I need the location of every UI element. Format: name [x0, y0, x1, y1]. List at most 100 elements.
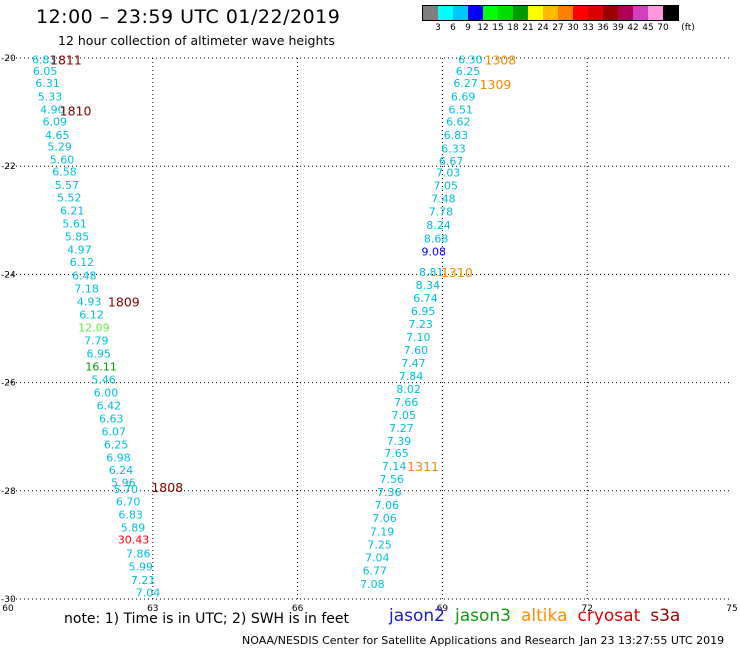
wave-height-point: 6.25: [456, 65, 481, 78]
wave-height-point: 5.60: [50, 154, 75, 167]
wave-height-point: 5.52: [57, 192, 82, 205]
wave-height-point: 16.11: [85, 360, 117, 373]
wave-height-point: 7.27: [389, 422, 414, 435]
color-scale-tick: 24: [537, 23, 549, 33]
wave-height-point: 7.05: [434, 180, 459, 193]
wave-height-point: 5.61: [62, 218, 87, 231]
credit-line: NOAA/NESDIS Center for Satellite Applica…: [242, 634, 576, 647]
wave-height-point: 6.27: [453, 77, 478, 90]
generated-timestamp: Jan 23 13:27:55 UTC 2019: [580, 634, 725, 647]
wave-height-point: 4.65: [45, 129, 70, 142]
wave-height-point: 6.83: [32, 54, 57, 67]
legend-item-s3a: s3a: [650, 606, 681, 626]
wave-height-point: 6.62: [446, 115, 471, 128]
wave-height-point: 6.58: [52, 166, 77, 179]
color-scale-tick: 15: [492, 23, 504, 33]
wave-height-point: 5.33: [38, 90, 63, 103]
color-swatch: [483, 6, 498, 20]
wave-height-point: 6.63: [99, 412, 124, 425]
y-tick-label: -22: [1, 162, 16, 172]
color-scale-tick: 9: [465, 23, 471, 33]
color-swatch: [498, 6, 513, 20]
wave-height-point: 6.21: [60, 205, 85, 218]
legend-item-cryosat: cryosat: [577, 606, 641, 626]
color-swatch: [663, 6, 678, 20]
wave-height-point: 5.99: [128, 561, 153, 574]
color-swatch: [438, 6, 453, 20]
wave-height-point: 8.02: [396, 383, 421, 396]
page-subtitle: 12 hour collection of altimeter wave hei…: [58, 33, 335, 48]
wave-height-point: 6.98: [106, 451, 131, 464]
pass-time-label: 1309: [480, 77, 512, 92]
color-swatch: [633, 6, 648, 20]
color-scale-tick: 33: [582, 23, 594, 33]
wave-height-point: 7.06: [375, 499, 400, 512]
color-scale-tick: 30: [567, 23, 579, 33]
wave-height-point: 5.85: [65, 231, 90, 244]
wave-height-point: 5.46: [91, 373, 116, 386]
pass-time-label: 1809: [108, 294, 140, 309]
color-swatch: [573, 6, 588, 20]
wave-height-point: 7.25: [367, 538, 392, 551]
x-tick-label: 75: [726, 604, 737, 614]
wave-height-point: 8.24: [426, 219, 451, 232]
x-tick-label: 60: [2, 604, 14, 614]
y-tick-label: -26: [1, 379, 16, 389]
satellite-legend: jason2 jason3 altika cryosat s3a: [389, 606, 690, 626]
wave-height-point: 6.25: [104, 438, 129, 451]
pass-time-label: 1310: [441, 265, 473, 280]
y-tick-label: -24: [1, 270, 16, 280]
wave-height-point: 7.66: [394, 396, 419, 409]
wave-height-point: 5.57: [55, 179, 80, 192]
pass-time-label: 1311: [407, 459, 439, 474]
wave-height-point: 5.70: [114, 483, 139, 496]
wave-height-point: 7.19: [370, 525, 395, 538]
color-scale-tick: 21: [522, 23, 534, 33]
wave-height-point: 7.14: [382, 460, 407, 473]
x-tick-label: 69: [437, 604, 449, 614]
color-scale-tick: 27: [552, 23, 564, 33]
footer-note: note: 1) Time is in UTC; 2) SWH is in fe…: [64, 611, 350, 627]
wave-height-point: 6.05: [33, 65, 58, 78]
wave-height-point: 6.42: [97, 399, 122, 412]
wave-height-point: 6.48: [72, 269, 97, 282]
color-swatch: [588, 6, 603, 20]
wave-height-point: 7.56: [379, 473, 404, 486]
x-tick-label: 66: [292, 604, 304, 614]
color-scale-tick: 70: [657, 23, 669, 33]
color-scale-tick: 45: [642, 23, 654, 33]
legend-item-jason2: jason2: [389, 606, 445, 626]
wave-height-point: 6.83: [444, 129, 469, 142]
wave-height-point: 6.07: [101, 425, 126, 438]
wave-height-point: 6.70: [116, 496, 141, 509]
wave-height-point: 7.04: [136, 587, 161, 600]
legend-item-jason3: jason3: [455, 606, 511, 626]
wave-height-point: 7.48: [431, 193, 456, 206]
wave-height-point: 5.29: [47, 141, 72, 154]
wave-height-point: 6.00: [94, 386, 119, 399]
wave-height-point: 7.23: [408, 318, 433, 331]
wave-height-point: 6.95: [411, 305, 436, 318]
color-scale-tick: 36: [597, 23, 609, 33]
color-swatch: [543, 6, 558, 20]
wave-height-point: 7.78: [429, 206, 454, 219]
wave-height-point: 4.90: [40, 103, 65, 116]
wave-height-point: 8.34: [416, 279, 441, 292]
pass-time-label: 1811: [50, 53, 82, 68]
color-swatch: [603, 6, 618, 20]
color-scale-swatches: [422, 5, 679, 21]
wave-height-point: 6.77: [363, 564, 388, 577]
wave-height-point: 7.79: [84, 334, 109, 347]
x-tick-label: 63: [147, 604, 158, 614]
wave-height-point: 7.08: [360, 578, 385, 591]
wave-height-point: 6.09: [43, 115, 68, 128]
wave-height-point: 6.12: [70, 256, 95, 269]
color-swatch: [648, 6, 663, 20]
wave-height-point: 6.83: [118, 509, 143, 522]
wave-height-point: 6.74: [413, 292, 438, 305]
wave-height-point: 8.81: [419, 266, 444, 279]
wave-height-point: 7.06: [372, 512, 397, 525]
color-scale-tick: 12: [477, 23, 489, 33]
color-swatch: [528, 6, 543, 20]
